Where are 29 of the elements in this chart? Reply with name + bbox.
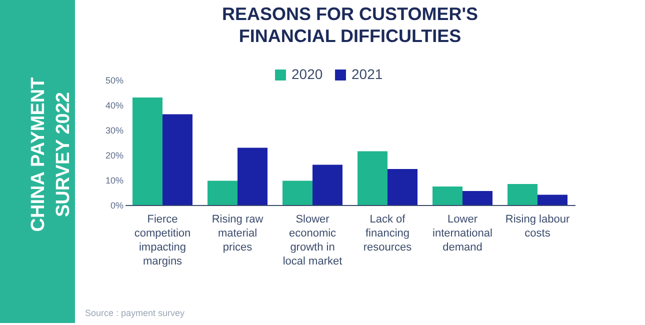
text: CHINA PAYMENT SURVEY 2022 bbox=[28, 76, 74, 232]
bar bbox=[508, 184, 538, 205]
x-tick-label: Rising raw material prices bbox=[212, 214, 264, 254]
legend-label: 2021 bbox=[352, 66, 383, 82]
chart-title: REASONS FOR CUSTOMER'S FINANCIAL DIFFICULTIES bbox=[222, 4, 478, 46]
x-tick-label: Lack of financing resources bbox=[363, 214, 412, 254]
y-tick-label: 40% bbox=[105, 100, 124, 110]
x-tick-label: Slower economic growth in local market bbox=[282, 214, 342, 268]
legend-label: 2020 bbox=[292, 66, 323, 82]
bar bbox=[162, 114, 192, 205]
bar bbox=[388, 169, 418, 205]
bar bbox=[238, 148, 268, 205]
source-note: Source : payment survey bbox=[85, 308, 186, 318]
bar bbox=[462, 191, 492, 205]
bar bbox=[208, 180, 238, 205]
y-tick-label: 10% bbox=[105, 176, 124, 186]
bar bbox=[432, 186, 462, 205]
y-tick-label: 0% bbox=[110, 200, 124, 210]
y-tick-label: 20% bbox=[105, 150, 124, 160]
bar bbox=[358, 151, 388, 205]
y-tick-label: 30% bbox=[105, 126, 124, 136]
x-tick-label: Fierce competition impacting margins bbox=[134, 214, 191, 268]
bar bbox=[282, 180, 312, 205]
bar bbox=[132, 98, 162, 205]
y-tick-label: 50% bbox=[105, 76, 124, 86]
x-tick-label: Rising labour costs bbox=[505, 214, 570, 240]
bar bbox=[312, 164, 342, 205]
bar bbox=[538, 194, 568, 205]
x-tick-label: Lower international demand bbox=[432, 214, 492, 254]
